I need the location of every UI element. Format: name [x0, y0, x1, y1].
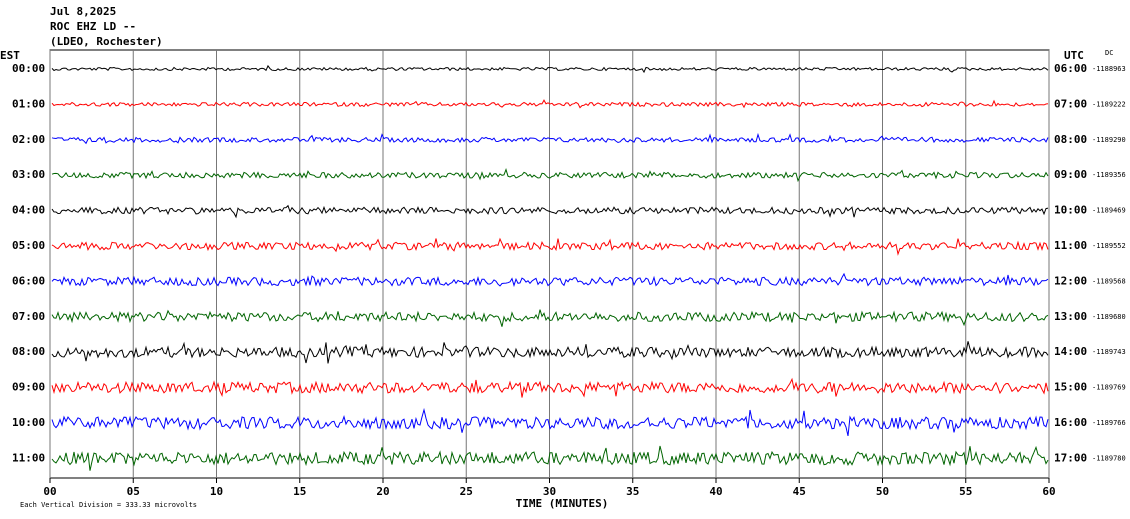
x-tick-label: 55 [959, 485, 972, 498]
seismic-trace [51, 237, 1049, 256]
x-tick-label: 20 [376, 485, 389, 498]
est-label: 07:00 [12, 310, 45, 323]
seismic-trace [51, 204, 1049, 219]
est-label: 11:00 [12, 451, 45, 464]
dc-value: -1189680 [1092, 313, 1126, 321]
seismic-trace [51, 445, 1049, 471]
dc-value: -1189766 [1092, 419, 1126, 427]
subtitle: ROC EHZ LD -- [50, 20, 136, 33]
dc-value: -1189769 [1092, 384, 1126, 392]
title: Jul 8,2025 [50, 5, 116, 18]
dc-value: -1189356 [1092, 171, 1126, 179]
est-label: 08:00 [12, 345, 45, 358]
x-tick-label: 10 [210, 485, 223, 498]
utc-label: 14:00 [1054, 345, 1087, 358]
utc-label: 17:00 [1054, 451, 1087, 464]
x-tick-label: 05 [127, 485, 140, 498]
seismic-trace [51, 272, 1049, 288]
utc-label: 11:00 [1054, 239, 1087, 252]
x-tick-label: 30 [543, 485, 556, 498]
seismic-trace [51, 99, 1049, 109]
utc-label: 13:00 [1054, 310, 1087, 323]
dc-label: DC [1105, 49, 1113, 57]
x-tick-label: 60 [1042, 485, 1055, 498]
scale-note: Each Vertical Division = 333.33 microvol… [20, 501, 197, 509]
seismic-trace [51, 407, 1049, 437]
seismic-trace [51, 341, 1049, 364]
x-tick-label: 45 [793, 485, 806, 498]
dc-value: -1189469 [1092, 207, 1126, 215]
utc-label: 08:00 [1054, 133, 1087, 146]
seismic-trace [51, 168, 1049, 183]
x-tick-label: 25 [460, 485, 473, 498]
utc-label: 12:00 [1054, 274, 1087, 287]
dc-value: -1189290 [1092, 136, 1126, 144]
x-tick-label: 15 [293, 485, 306, 498]
dc-value: -1188963 [1092, 65, 1126, 73]
x-tick-label: 50 [876, 485, 889, 498]
dc-value: -1189780 [1092, 454, 1126, 462]
seismic-trace [51, 377, 1049, 398]
utc-label: 06:00 [1054, 62, 1087, 75]
right-axis-label: UTC [1064, 49, 1084, 62]
dc-value: -1189552 [1092, 242, 1126, 250]
seismic-trace [51, 132, 1049, 145]
est-label: 03:00 [12, 168, 45, 181]
dc-value: -1189743 [1092, 348, 1126, 356]
utc-label: 10:00 [1054, 204, 1087, 217]
est-label: 09:00 [12, 381, 45, 394]
utc-label: 07:00 [1054, 97, 1087, 110]
dc-value: -1189568 [1092, 277, 1126, 285]
est-label: 00:00 [12, 62, 45, 75]
seismic-trace [51, 309, 1049, 327]
est-label: 02:00 [12, 133, 45, 146]
x-tick-label: 00 [43, 485, 56, 498]
x-tick-label: 35 [626, 485, 639, 498]
left-axis-label: EST [0, 49, 20, 62]
est-label: 05:00 [12, 239, 45, 252]
x-axis-label: TIME (MINUTES) [516, 497, 609, 510]
est-label: 10:00 [12, 416, 45, 429]
utc-label: 09:00 [1054, 168, 1087, 181]
x-tick-label: 40 [709, 485, 722, 498]
est-label: 06:00 [12, 274, 45, 287]
station: (LDEO, Rochester) [50, 35, 163, 48]
est-label: 04:00 [12, 204, 45, 217]
seismic-trace [51, 64, 1049, 74]
dc-value: -1189222 [1092, 100, 1126, 108]
est-label: 01:00 [12, 97, 45, 110]
utc-label: 16:00 [1054, 416, 1087, 429]
utc-label: 15:00 [1054, 381, 1087, 394]
